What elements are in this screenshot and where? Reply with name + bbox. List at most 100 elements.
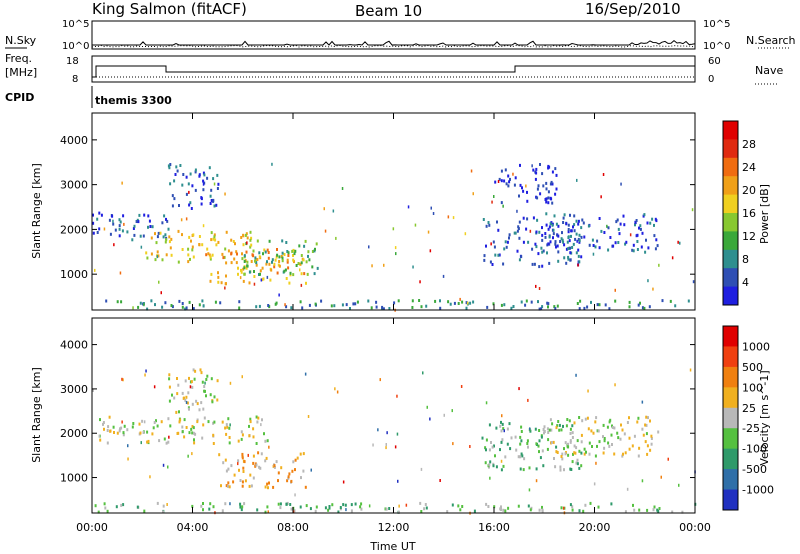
heatmap-cell <box>350 509 353 513</box>
heatmap-cell <box>267 251 270 254</box>
heatmap-cell <box>501 438 504 442</box>
heatmap-cell <box>189 201 192 205</box>
heatmap-cell <box>485 401 488 405</box>
heatmap-cell <box>190 207 193 210</box>
heatmap-cell <box>225 484 228 488</box>
heatmap-cell <box>202 224 205 228</box>
heatmap-cell <box>531 247 534 251</box>
heatmap-cell <box>553 214 556 218</box>
heatmap-cell <box>155 419 157 423</box>
heatmap-cell <box>290 479 293 483</box>
heatmap-cell <box>212 421 215 425</box>
heatmap-cell <box>342 503 345 507</box>
heatmap-cell <box>155 241 158 245</box>
heatmap-cell <box>214 238 217 242</box>
heatmap-cell <box>536 187 539 191</box>
heatmap-cell <box>465 306 468 310</box>
heatmap-cell <box>577 263 579 267</box>
heatmap-cell <box>146 430 149 434</box>
heatmap-cell <box>518 194 520 198</box>
heatmap-cell <box>383 263 385 267</box>
heatmap-cell <box>249 417 252 421</box>
heatmap-cell <box>507 174 510 178</box>
heatmap-cell <box>503 303 506 307</box>
heatmap-cell <box>503 247 506 251</box>
heatmap-cell <box>587 389 589 393</box>
heatmap-cell <box>211 253 214 257</box>
heatmap-cell <box>499 448 501 452</box>
heatmap-cell <box>439 479 441 482</box>
heatmap-cell <box>103 427 105 431</box>
heatmap-cell <box>641 231 644 235</box>
heatmap-cell <box>202 188 205 192</box>
colorbar-swatch <box>723 326 738 347</box>
heatmap-cell <box>171 393 173 397</box>
heatmap-cell <box>535 167 538 171</box>
heatmap-cell <box>566 240 569 244</box>
heatmap-cell <box>457 504 460 508</box>
heatmap-cell <box>530 300 533 304</box>
heatmap-cell <box>612 244 615 248</box>
heatmap-cell <box>660 475 662 479</box>
heatmap-cell <box>341 303 344 307</box>
heatmap-cell <box>632 243 635 247</box>
heatmap-cell <box>193 438 195 442</box>
heatmap-cell <box>149 225 152 228</box>
heatmap-cell <box>671 256 674 260</box>
heatmap-cell <box>284 303 286 307</box>
heatmap-cell <box>655 238 658 242</box>
colorbar-swatch <box>723 194 738 214</box>
heatmap-cell <box>247 453 249 457</box>
heatmap-cell <box>535 230 538 234</box>
heatmap-cell <box>578 240 581 244</box>
heatmap-cell <box>212 198 215 202</box>
heatmap-cell <box>538 307 541 311</box>
heatmap-cell <box>165 217 167 221</box>
heatmap-cell <box>504 455 507 459</box>
heatmap-cell <box>178 299 181 303</box>
heatmap-cell <box>531 262 534 266</box>
heatmap-cell <box>562 216 565 220</box>
heatmap-cell <box>562 221 565 224</box>
heatmap-cell <box>292 258 295 262</box>
heatmap-cell <box>567 255 570 259</box>
colorbar-tick-label: 16 <box>742 207 756 220</box>
heatmap-cell <box>241 480 244 484</box>
heatmap-cell <box>187 253 190 257</box>
heatmap-cell <box>150 252 153 256</box>
heatmap-cell <box>356 300 359 304</box>
heatmap-cell <box>598 303 601 307</box>
heatmap-cell <box>188 300 191 304</box>
heatmap-cell <box>500 420 502 424</box>
heatmap-cell <box>439 306 442 310</box>
nave-label: Nave <box>755 64 783 77</box>
heatmap-cell <box>610 502 613 506</box>
heatmap-cell <box>216 187 219 190</box>
heatmap-cell <box>564 441 567 445</box>
heatmap-cell <box>418 299 421 302</box>
heatmap-cell <box>514 176 517 180</box>
heatmap-cell <box>212 433 215 437</box>
heatmap-cell <box>200 401 203 405</box>
cpid-label: CPID <box>5 91 34 104</box>
x-tick-label: 00:00 <box>679 521 711 534</box>
heatmap-cell <box>243 266 246 270</box>
heatmap-cell <box>368 245 370 249</box>
heatmap-cell <box>569 439 572 443</box>
heatmap-cell <box>233 257 236 261</box>
heatmap-cell <box>585 450 587 454</box>
heatmap-cell <box>200 504 203 508</box>
heatmap-cell <box>603 446 606 450</box>
heatmap-cell <box>551 223 554 227</box>
heatmap-cell <box>424 503 427 506</box>
heatmap-cell <box>588 243 591 247</box>
heatmap-cell <box>586 416 589 420</box>
heatmap-cell <box>519 467 522 471</box>
heatmap-cell <box>143 303 145 307</box>
heatmap-cell <box>161 221 164 225</box>
heatmap-cell <box>564 452 567 456</box>
heatmap-cell <box>548 261 551 265</box>
heatmap-cell <box>135 220 138 223</box>
y-tick-label: 3000 <box>60 383 88 396</box>
heatmap-cell <box>567 230 570 234</box>
